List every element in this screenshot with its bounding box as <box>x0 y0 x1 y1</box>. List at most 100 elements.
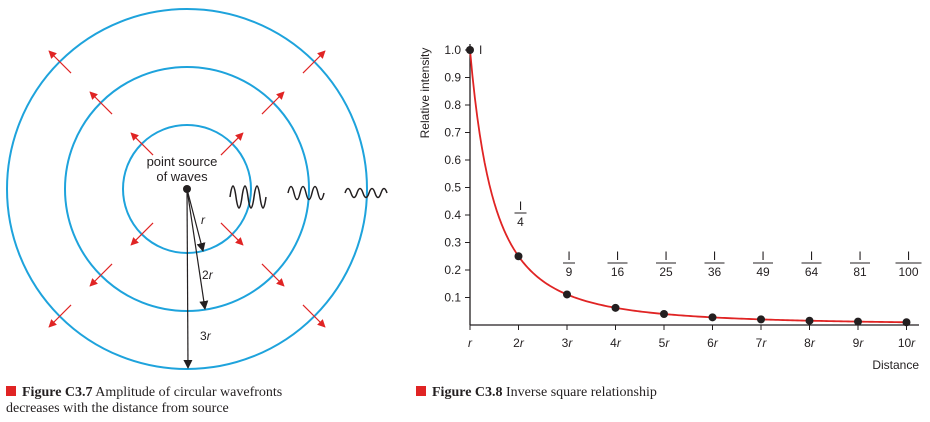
propagation-arrows <box>48 50 326 328</box>
wave-medium-amplitude <box>287 185 325 201</box>
propagation-arrow <box>89 91 113 115</box>
data-points <box>466 46 911 327</box>
point-label-fraction: I 81 <box>850 249 870 279</box>
data-point <box>757 315 765 324</box>
y-tick-label: 0.2 <box>444 263 461 277</box>
x-tick-label: 6r <box>707 336 719 350</box>
caption-text: Amplitude of circular wavefronts <box>92 385 283 400</box>
caption-text: Inverse square relationship <box>502 385 657 400</box>
fraction-numerator: I <box>761 249 764 263</box>
x-tick-label: 3r <box>562 336 574 350</box>
y-ticks: 1.0 0.9 0.8 0.7 0.6 0.5 0.4 0.3 0.2 0.1 <box>444 43 470 305</box>
radius-arrow-2r <box>186 188 209 310</box>
x-tick-label: 2r <box>513 336 525 350</box>
point-source <box>183 185 191 193</box>
fraction-denominator: 9 <box>566 265 573 279</box>
point-label-fraction: I 25 <box>656 249 676 279</box>
x-axis-label: Distance <box>872 358 919 372</box>
propagation-arrow <box>302 50 326 74</box>
data-point <box>563 290 571 299</box>
radius-label-3r: 3r <box>200 329 212 343</box>
caption-marker <box>416 386 426 396</box>
point-label-fraction: I 16 <box>607 249 628 279</box>
radius-arrow-r <box>186 188 206 252</box>
fraction-numerator: I <box>664 249 667 263</box>
fraction-numerator: I <box>810 249 813 263</box>
source-label-line2: of waves <box>156 169 208 184</box>
fraction-denominator: 36 <box>708 265 722 279</box>
caption-figure-c3-8: Figure C3.8 Inverse square relationship <box>416 385 916 401</box>
data-point <box>466 46 474 54</box>
propagation-arrow <box>48 50 72 74</box>
y-tick-label: 1.0 <box>444 43 461 57</box>
data-point <box>854 317 862 326</box>
point-label-fraction: I 64 <box>801 249 822 279</box>
x-tick-label: r <box>468 336 473 350</box>
caption-number: Figure C3.8 <box>432 385 503 400</box>
x-tick-label: 10r <box>898 336 916 350</box>
fraction-denominator: 4 <box>517 215 524 229</box>
point-label-fraction: I9 <box>563 249 575 279</box>
propagation-arrow <box>220 222 244 246</box>
x-tick-label: 8r <box>804 336 816 350</box>
wave-small-amplitude <box>344 187 388 199</box>
point-label-fraction: I4 <box>514 199 527 229</box>
fraction-numerator: I <box>616 249 619 263</box>
propagation-arrow <box>48 304 72 328</box>
wavefront-ring-middle <box>64 66 310 312</box>
propagation-arrow <box>130 132 154 156</box>
y-tick-label: 0.7 <box>444 126 461 140</box>
wavefront-diagram: point source of waves r 2r 3r <box>6 8 388 370</box>
y-tick-label: 0.9 <box>444 71 461 85</box>
fraction-denominator: 100 <box>898 265 918 279</box>
fraction-denominator: 64 <box>805 265 819 279</box>
x-ticks: r 2r 3r 4r 5r 6r 7r 8r 9r 10r <box>468 325 916 350</box>
fraction-numerator: I <box>907 249 910 263</box>
y-tick-label: 0.4 <box>444 208 461 222</box>
wave-large-amplitude <box>229 185 267 209</box>
data-point <box>514 252 523 261</box>
x-tick-label: 9r <box>853 336 865 350</box>
intensity-curve <box>469 49 907 324</box>
propagation-arrow <box>261 91 285 115</box>
x-tick-label: 4r <box>610 336 622 350</box>
propagation-arrow <box>261 263 285 287</box>
fraction-denominator: 49 <box>756 265 770 279</box>
y-tick-label: 0.5 <box>444 181 461 195</box>
y-tick-label: 0.8 <box>444 98 461 112</box>
y-tick-label: 0.1 <box>444 291 461 305</box>
data-point <box>805 316 814 325</box>
point-label-fraction: I 100 <box>895 249 922 279</box>
y-tick-label: 0.6 <box>444 153 461 167</box>
source-label-line1: point source <box>147 154 218 169</box>
fraction-numerator: I <box>567 249 570 263</box>
fraction-numerator: I <box>519 199 522 213</box>
fraction-numerator: I <box>858 249 861 263</box>
data-point <box>611 303 620 312</box>
data-point <box>660 310 668 318</box>
propagation-arrow <box>130 222 154 246</box>
x-tick-label: 7r <box>756 336 768 350</box>
fraction-denominator: 81 <box>853 265 867 279</box>
propagation-arrow <box>220 132 244 156</box>
radius-arrow-3r <box>183 188 193 369</box>
wavefront-ring-outer <box>6 8 368 370</box>
radius-label-2r: 2r <box>202 268 214 282</box>
x-tick-label: 5r <box>659 336 671 350</box>
caption-marker <box>6 386 16 396</box>
data-point <box>902 318 911 327</box>
propagation-arrow <box>89 263 113 287</box>
data-point <box>708 313 717 322</box>
inverse-square-chart: Relative intensity 1.0 0.9 0.8 0.7 0.6 0.5 0.4… <box>418 43 922 372</box>
radius-label-r: r <box>201 213 206 227</box>
caption-text-line2: decreases with the distance from source <box>6 401 229 416</box>
point-label-fraction: I 49 <box>753 249 773 279</box>
y-axis-label: Relative intensity <box>418 48 432 139</box>
fraction-denominator: 25 <box>659 265 673 279</box>
caption-figure-c3-7: Figure C3.7 Amplitude of circular wavefr… <box>6 385 396 417</box>
propagation-arrow <box>302 304 326 328</box>
fraction-denominator: 16 <box>611 265 625 279</box>
caption-number: Figure C3.7 <box>22 385 93 400</box>
fraction-numerator: I <box>713 249 716 263</box>
